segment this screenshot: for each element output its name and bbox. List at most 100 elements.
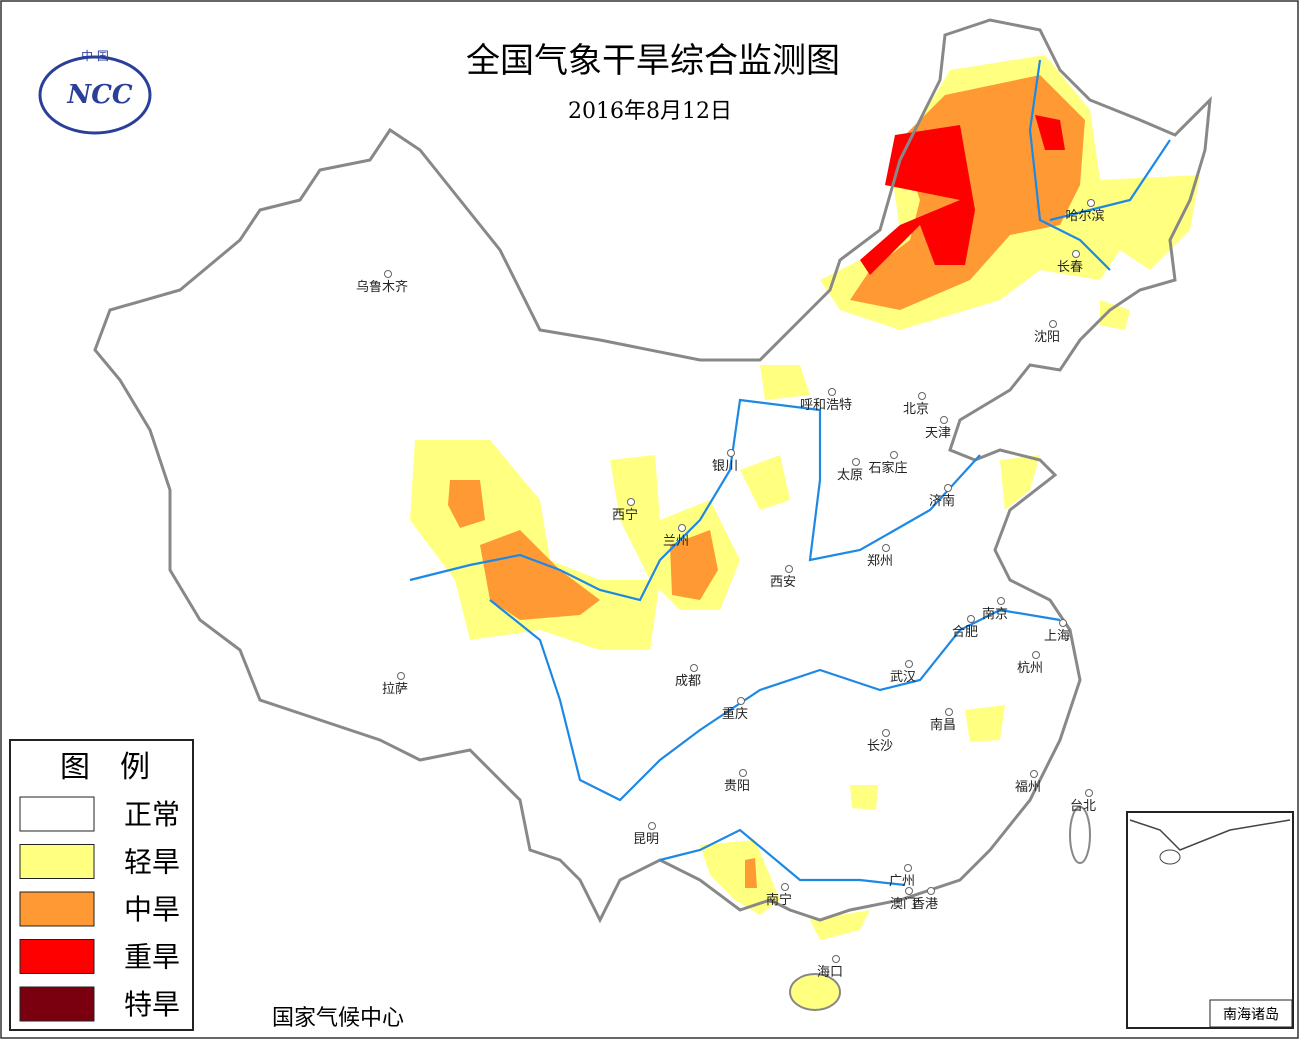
city-marker <box>890 451 898 459</box>
songhua-river <box>1028 59 1171 271</box>
drought-area <box>700 840 780 915</box>
legend-swatch <box>19 939 95 974</box>
city-label: 海口 <box>817 965 843 980</box>
drought-area <box>480 530 600 620</box>
logo-mark: NCC <box>66 80 132 110</box>
city-marker <box>727 449 735 457</box>
city-marker <box>1059 619 1067 627</box>
city-label: 杭州 <box>1017 661 1043 676</box>
city-label: 福州 <box>1015 780 1041 795</box>
city-marker <box>1032 651 1040 659</box>
legend-swatch <box>19 891 95 927</box>
city-marker <box>882 544 890 552</box>
legend-box <box>9 739 194 1031</box>
city-marker <box>918 392 926 400</box>
city-marker <box>832 955 840 963</box>
city-marker <box>1085 789 1093 797</box>
drought-area <box>760 365 810 400</box>
inset-label: 南海诸岛 <box>1223 1007 1279 1023</box>
city-marker <box>905 660 913 668</box>
city-label: 南宁 <box>766 892 792 908</box>
legend-swatch <box>19 796 95 832</box>
inset: 南海诸岛 <box>1126 811 1294 1029</box>
city-marker <box>384 270 392 278</box>
drought-area <box>965 705 1005 742</box>
legend-title: 图 例 <box>60 750 150 785</box>
pearl-river <box>659 828 906 887</box>
city-label: 广州 <box>889 874 915 889</box>
city-label: 西安 <box>770 575 796 590</box>
city-label: 乌鲁木齐 <box>356 279 408 295</box>
inset-box <box>1126 811 1294 1029</box>
city-label: 呼和浩特 <box>800 398 852 413</box>
city-marker <box>828 388 836 396</box>
city-label: 贵阳 <box>724 779 750 794</box>
legend-swatch <box>19 986 95 1022</box>
city-label: 兰州 <box>663 534 689 549</box>
drought-area <box>1100 300 1130 330</box>
city-label: 拉萨 <box>382 682 408 697</box>
drought-area <box>1000 455 1040 510</box>
city-marker <box>905 887 913 895</box>
city-label: 郑州 <box>867 554 893 569</box>
city-marker <box>1087 199 1095 207</box>
city-label: 哈尔滨 <box>1065 208 1104 224</box>
city-label: 武汉 <box>890 670 916 685</box>
city-marker <box>1030 770 1038 778</box>
taiwan <box>1069 806 1091 864</box>
city-marker <box>785 565 793 573</box>
drought-area <box>860 125 975 275</box>
legend-label: 特旱 <box>124 988 180 1021</box>
drought-layer <box>410 55 1200 940</box>
city-marker <box>945 708 953 716</box>
city-label: 上海 <box>1044 629 1070 644</box>
city-marker <box>690 664 698 672</box>
city-marker <box>940 416 948 424</box>
city-label: 合肥 <box>952 625 978 640</box>
legend-label: 中旱 <box>124 893 180 926</box>
city-marker <box>1072 250 1080 258</box>
city-marker <box>852 458 860 466</box>
city-label: 澳门 <box>890 896 916 912</box>
city-marker <box>927 887 935 895</box>
city-marker <box>967 615 975 623</box>
city-label: 台北 <box>1070 799 1096 814</box>
city-label: 天津 <box>925 426 951 441</box>
city-marker <box>997 597 1005 605</box>
city-label: 昆明 <box>633 832 659 847</box>
city-marker <box>397 672 405 680</box>
city-label: 香港 <box>912 897 938 912</box>
city-label: 北京 <box>903 402 929 417</box>
city-label: 重庆 <box>722 706 748 722</box>
city-marker <box>882 729 890 737</box>
date: 2016年8月12日 <box>568 99 732 124</box>
drought-area <box>745 858 757 888</box>
hainan <box>789 973 841 1011</box>
city-label: 长春 <box>1057 260 1083 275</box>
drought-area <box>670 530 718 600</box>
logo-ring <box>38 55 152 135</box>
inset-label-box <box>1209 999 1293 1028</box>
drought-area <box>1035 115 1065 150</box>
city-label: 济南 <box>929 493 955 509</box>
city-label: 长沙 <box>867 739 893 754</box>
city-marker <box>678 524 686 532</box>
inset-island <box>1159 849 1181 865</box>
yangtze-river <box>489 599 1061 802</box>
city-label: 太原 <box>837 468 863 483</box>
city-marker <box>904 864 912 872</box>
legend-label: 轻旱 <box>124 846 180 879</box>
rivers <box>409 59 1171 887</box>
drought-area <box>850 785 878 810</box>
city-marker <box>944 484 952 492</box>
city-label: 南京 <box>982 606 1008 622</box>
city-label: 成都 <box>675 674 701 689</box>
logo-top: 中 国 <box>81 48 109 63</box>
city-label: 南昌 <box>930 717 956 733</box>
city-marker <box>739 769 747 777</box>
legend-label: 正常 <box>124 798 180 831</box>
drought-area <box>740 455 790 510</box>
city-marker <box>1049 320 1057 328</box>
